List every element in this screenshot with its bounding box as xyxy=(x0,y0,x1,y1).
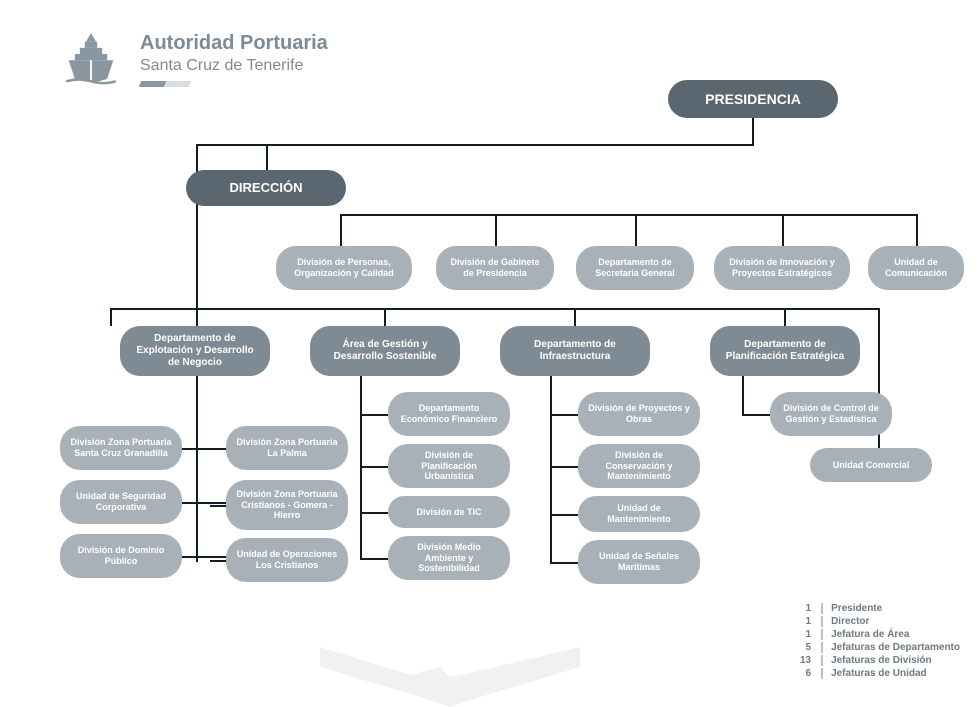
node-unidad-mant: Unidad de Mantenimiento xyxy=(578,496,700,532)
node-div-control: División de Control de Gestión y Estadís… xyxy=(770,392,892,436)
connector xyxy=(550,562,578,564)
connector xyxy=(742,414,770,416)
connector xyxy=(360,376,362,560)
legend-label: Presidente xyxy=(821,603,960,614)
connector xyxy=(752,118,754,144)
connector xyxy=(550,376,552,564)
connector xyxy=(196,144,198,308)
node-dep-explotacion: Departamento de Explotación y Desarrollo… xyxy=(120,326,270,376)
connector xyxy=(550,466,578,468)
logo: Autoridad Portuaria Santa Cruz de Teneri… xyxy=(60,28,328,90)
node-dep-infra: Departamento de Infraestructura xyxy=(500,326,650,376)
connector xyxy=(360,558,388,560)
connector xyxy=(574,308,576,326)
legend-count: 13 xyxy=(800,655,811,666)
legend: 1 Presidente 1 Director 1 Jefatura de Área 5 Je… xyxy=(800,603,960,679)
logo-line1: Autoridad Portuaria xyxy=(140,32,328,55)
connector xyxy=(550,414,578,416)
logo-text: Autoridad Portuaria Santa Cruz de Teneri… xyxy=(140,32,328,87)
node-div-innovacion: División de Innovación y Proyectos Estra… xyxy=(714,246,850,290)
legend-count: 1 xyxy=(800,603,811,614)
legend-label: Director xyxy=(821,616,960,627)
connector xyxy=(742,376,744,416)
connector xyxy=(495,214,497,246)
connector xyxy=(784,308,786,326)
connector xyxy=(196,144,754,146)
connector xyxy=(360,512,388,514)
legend-count: 1 xyxy=(800,616,811,627)
legend-count: 1 xyxy=(800,629,811,640)
node-area-gestion: Área de Gestión y Desarrollo Sostenible xyxy=(310,326,460,376)
connector xyxy=(782,214,784,246)
connector xyxy=(110,308,880,310)
connector xyxy=(916,214,918,246)
node-div-conserv: División de Conservación y Mantenimiento xyxy=(578,444,700,488)
connector xyxy=(340,214,342,246)
node-unidad-comunicacion: Unidad de Comunicación xyxy=(868,246,964,290)
connector xyxy=(360,414,388,416)
node-dep-secretaria: Departamento de Secretaría General xyxy=(576,246,694,290)
node-div-personas: División de Personas, Organización y Cal… xyxy=(276,246,412,290)
node-div-proyectos: División de Proyectos y Obras xyxy=(578,392,700,436)
node-dep-econ: Departamento Económico Financiero xyxy=(388,392,510,436)
legend-label: Jefaturas de Unidad xyxy=(821,668,960,679)
node-direccion: DIRECCIÓN xyxy=(186,170,346,206)
logo-underline xyxy=(139,81,191,87)
node-presidencia: PRESIDENCIA xyxy=(668,80,838,118)
node-unidad-op: Unidad de Operaciones Los Cristianos xyxy=(226,538,348,582)
connector xyxy=(635,214,637,246)
logo-line2: Santa Cruz de Tenerife xyxy=(140,57,328,75)
node-unidad-com: Unidad Comercial xyxy=(810,448,932,482)
ship-icon xyxy=(60,28,122,90)
connector xyxy=(550,514,578,516)
node-div-tic: División de TIC xyxy=(388,496,510,528)
node-unidad-senales: Unidad de Señales Marítimas xyxy=(578,540,700,584)
org-chart: Autoridad Portuaria Santa Cruz de Teneri… xyxy=(0,0,980,697)
node-dep-planif: Departamento de Planificación Estratégic… xyxy=(710,326,860,376)
legend-label: Jefatura de Área xyxy=(821,629,960,640)
connector xyxy=(196,376,198,562)
node-div-scg: División Zona Portuaria Santa Cruz Grana… xyxy=(60,426,182,470)
connector xyxy=(384,308,386,326)
legend-count: 5 xyxy=(800,642,811,653)
connector xyxy=(196,308,198,326)
node-div-gabinete: División de Gabinete de Presidencia xyxy=(436,246,554,290)
legend-label: Jefaturas de División xyxy=(821,655,960,666)
node-div-urban: División de Planificación Urbanística xyxy=(388,444,510,488)
node-div-dominio: División de Dominio Público xyxy=(60,534,182,578)
node-div-ambiente: División Medio Ambiente y Sostenibilidad xyxy=(388,536,510,580)
node-unidad-seg: Unidad de Seguridad Corporativa xyxy=(60,480,182,524)
connector xyxy=(340,214,918,216)
legend-label: Jefaturas de Departamento xyxy=(821,642,960,653)
connector xyxy=(110,308,112,326)
legend-count: 6 xyxy=(800,668,811,679)
node-div-lapalma: División Zona Portuaria La Palma xyxy=(226,426,348,470)
node-div-cristianos: División Zona Portuaria Cristianos - Gom… xyxy=(226,480,348,530)
connector xyxy=(360,466,388,468)
connector xyxy=(878,308,880,466)
